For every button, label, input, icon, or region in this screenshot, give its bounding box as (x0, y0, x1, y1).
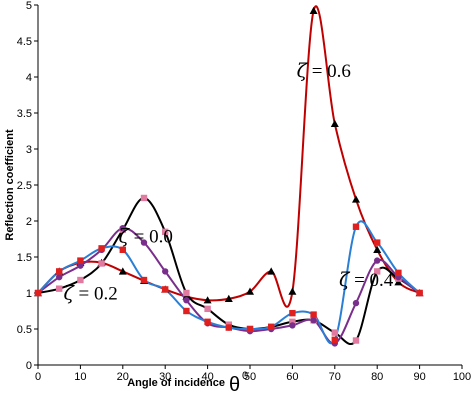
y-tick-label: 2.5 (17, 180, 32, 192)
series-1-point (140, 194, 148, 202)
series-1-point (162, 228, 169, 235)
series-1-point (77, 276, 84, 284)
y-tick-label: 0 (26, 360, 32, 372)
series-1-point (98, 260, 105, 267)
annotation-value: = 0.4 (349, 270, 393, 291)
axes (37, 5, 462, 366)
x-tick-label: 30 (159, 371, 171, 383)
y-axis-label: Reflection coefficient (4, 129, 16, 241)
series-3-point (162, 286, 169, 293)
series-3-point (140, 276, 148, 284)
annotation-symbol: ζ (297, 60, 309, 82)
series-1-point (352, 337, 360, 344)
series-3-point (98, 245, 105, 252)
series-3-point (246, 325, 254, 333)
series-3-point (77, 257, 84, 264)
y-ticks: 0 0.5 1 1.5 2 2.5 3 3.5 4 4.5 5 (17, 0, 38, 372)
annotation-value: = 0.2 (74, 283, 118, 304)
series-2-point (310, 317, 317, 324)
series-2-point (374, 257, 381, 264)
annotation-symbol: ζ (339, 269, 351, 291)
series-0-point (309, 6, 318, 14)
series-2-point (352, 299, 360, 307)
series-0-point (246, 287, 254, 295)
series-3-point (183, 307, 190, 315)
series-2-point (162, 268, 169, 275)
annotation-zeta-1: ζ = 0.0 (119, 226, 173, 248)
series-3-point (395, 269, 402, 277)
series-0-point (118, 267, 127, 275)
series-3-point (416, 289, 423, 297)
series-1-point (183, 289, 190, 297)
series-0-point (267, 267, 276, 275)
series-3-point (352, 223, 360, 230)
series-1-point (331, 329, 338, 336)
series-3-point (34, 289, 42, 297)
x-tick-label: 70 (329, 371, 341, 383)
x-tick-label: 60 (286, 371, 298, 383)
x-axis-label: Angle of incidence (127, 377, 225, 389)
series-markers (34, 6, 424, 347)
x-axis-label-group: Angle of incidence θ 0 (127, 370, 248, 396)
series-0-point (330, 119, 339, 127)
x-tick-label: 40 (201, 371, 213, 383)
series-2-point (119, 225, 127, 232)
annotation-zeta-2: ζ = 0.2 (63, 282, 117, 304)
annotation-zeta-0: ζ = 0.6 (297, 60, 351, 82)
y-tick-label: 3.5 (17, 108, 32, 120)
annotation-value: = 0.6 (307, 61, 351, 82)
x-tick-label: 50 (244, 371, 256, 383)
series-1-point (56, 285, 63, 292)
x-ticks: 0 10 20 30 40 50 60 70 80 90 100 (35, 365, 471, 383)
series-1-point (374, 268, 381, 275)
series-2-point (183, 297, 190, 304)
series-3-point (204, 318, 211, 325)
series-3-point (374, 239, 381, 246)
x-tick-label: 80 (371, 371, 383, 383)
series-2-point (140, 239, 148, 246)
y-tick-label: 4.5 (17, 36, 32, 48)
annotation-value: = 0.0 (129, 227, 173, 248)
y-tick-label: 5 (26, 0, 32, 12)
series-line-0 (37, 5, 421, 308)
series-3-point (331, 336, 338, 343)
series-0-point (288, 287, 297, 295)
series-0-point (352, 195, 360, 203)
annotation-symbol: ζ (63, 282, 75, 304)
series-2-point (56, 273, 63, 281)
x-tick-label: 20 (117, 371, 129, 383)
annotation-symbol: ζ (119, 226, 131, 248)
series-3-point (119, 246, 126, 253)
y-tick-label: 2 (26, 216, 32, 228)
series-1-point (289, 318, 296, 325)
series-3-point (268, 323, 275, 331)
x-tick-label: 90 (413, 371, 425, 383)
series-1-point (204, 305, 211, 313)
series-3-point (310, 311, 317, 318)
series-3-point (289, 309, 296, 317)
y-tick-label: 3 (26, 144, 32, 156)
y-tick-label: 1 (26, 288, 32, 300)
series-0-point (224, 294, 233, 302)
series-2-point (77, 262, 84, 269)
x-tick-label: 10 (74, 371, 86, 383)
series-0-point (203, 296, 212, 304)
series-3-point (225, 324, 232, 331)
series-2-point (289, 322, 296, 329)
series-0-point (373, 245, 382, 253)
series-3-point (56, 268, 63, 275)
x-tick-label: 0 (35, 371, 41, 383)
x-axis-theta: θ (229, 374, 240, 396)
x-axis-theta-superscript: 0 (242, 370, 248, 382)
y-tick-label: 0.5 (17, 324, 32, 336)
x-tick-label: 100 (453, 371, 471, 383)
annotation-zeta-3: ζ = 0.4 (339, 269, 394, 291)
y-tick-label: 4 (26, 72, 32, 84)
y-tick-label: 1.5 (17, 252, 32, 264)
annotations: ζ = 0.6ζ = 0.0ζ = 0.2ζ = 0.4 (63, 60, 393, 304)
